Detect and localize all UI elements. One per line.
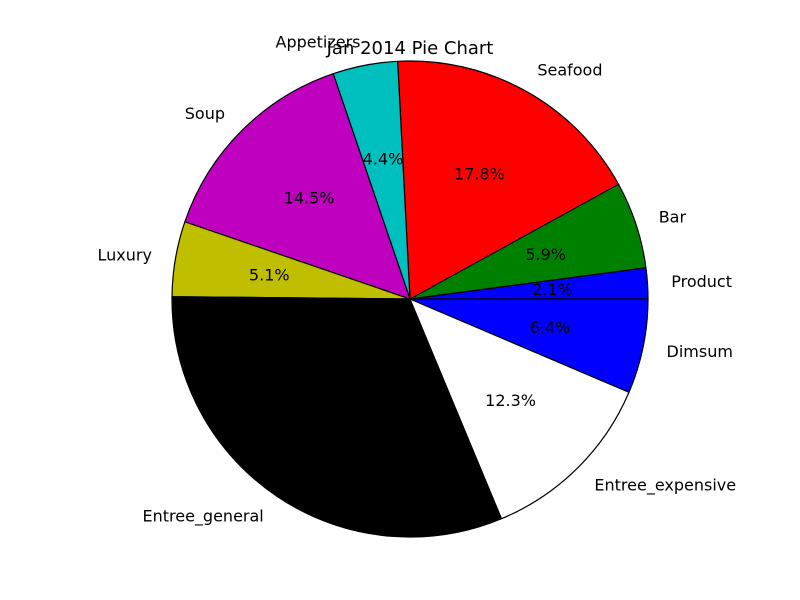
slice-label-product: Product [671, 272, 732, 291]
slice-pct-soup: 14.5% [284, 188, 335, 207]
pie-labels: Product 2.1% Bar 5.9% Seafood 17.8% Appetizers… [98, 32, 737, 526]
slice-pct-product: 2.1% [532, 280, 573, 299]
slice-pct-luxury: 5.1% [249, 265, 290, 284]
slice-label-seafood: Seafood [537, 61, 602, 80]
slice-label-soup: Soup [185, 104, 225, 123]
pie-slices [171, 60, 649, 538]
slice-label-appetizers: Appetizers [276, 32, 361, 51]
pie-slice-dimsum [409, 298, 649, 393]
slice-pct-seafood: 17.8% [454, 165, 505, 184]
slice-label-dimsum: Dimsum [667, 342, 733, 361]
slice-label-entree-expensive: Entree_expensive [594, 475, 736, 495]
slice-label-luxury: Luxury [98, 245, 152, 264]
slice-label-entree-general: Entree_general [142, 507, 263, 527]
chart-title: Jan 2014 Pie Chart [326, 38, 494, 59]
pie-slice-entree-expensive [409, 298, 630, 520]
slice-label-bar: Bar [659, 208, 687, 227]
slice-pct-dimsum: 6.4% [530, 318, 571, 337]
slice-pct-entree-expensive: 12.3% [485, 391, 536, 410]
pie-slice-soup [184, 73, 411, 300]
pie-slice-seafood [397, 60, 620, 300]
slice-pct-appetizers: 4.4% [363, 149, 404, 168]
slice-pct-bar: 5.9% [525, 245, 566, 264]
pie-slice-entree-general [171, 296, 503, 538]
